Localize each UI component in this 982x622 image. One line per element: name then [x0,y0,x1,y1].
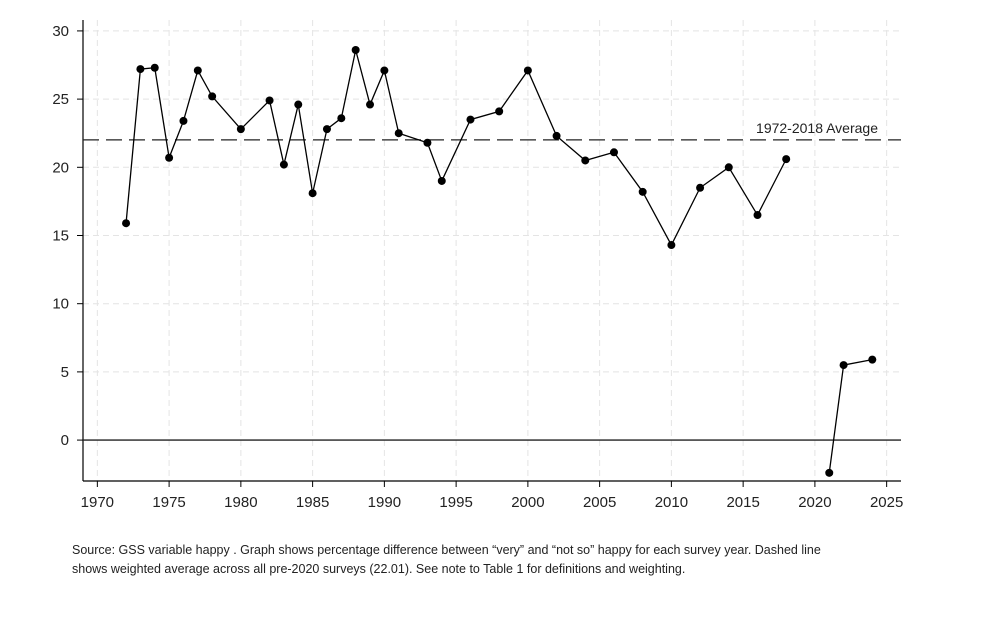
data-point [782,155,791,164]
tick-labels: 1970 1975 1980 1985 1990 1995 2000 2005 2010 2015… [52,23,903,511]
grid [83,20,901,481]
data-point [638,187,647,196]
y-tick-label: 20 [52,159,69,176]
data-point [394,129,403,138]
data-point [696,183,705,192]
data-point [279,160,288,169]
data-point [193,66,202,75]
data-point [265,96,274,105]
x-tick-label: 1995 [439,494,472,511]
data-point [208,92,217,101]
data-point [423,138,432,147]
data-point [523,66,532,75]
x-tick-label: 2010 [655,494,688,511]
data-point [667,241,676,250]
y-tick-label: 25 [52,91,69,108]
y-tick-label: 15 [52,227,69,244]
data-point [724,163,733,172]
data-point [165,153,174,162]
data-point [322,125,331,134]
line-chart: 1972-2018 Average 1970 1975 1980 1985 1990 19… [52,20,903,511]
data-point [337,114,346,123]
x-tick-label: 1990 [368,494,401,511]
data-point [308,189,317,198]
data-point [495,107,504,116]
data-point [437,176,446,185]
data-point [839,361,848,370]
data-point [136,65,145,74]
axes [82,20,901,482]
caption-line-2: shows weighted average across all pre-20… [72,562,686,576]
x-tick-label: 1980 [224,494,257,511]
data-point [825,468,834,477]
data-point [753,211,762,220]
data-point [179,116,188,125]
x-tick-label: 2020 [798,494,831,511]
data-point [366,100,375,109]
y-tick-label: 0 [61,432,69,449]
data-series [122,46,877,477]
average-line-label: 1972-2018 Average [756,120,878,136]
series-line [828,358,873,473]
x-tick-label: 2015 [726,494,759,511]
data-point [581,156,590,165]
data-point [868,355,877,364]
caption-line-1: Source: GSS variable happy . Graph shows… [72,543,821,557]
data-point [294,100,303,109]
data-point [466,115,475,124]
x-tick-label: 2025 [870,494,903,511]
data-point [236,125,245,134]
chart-caption: Source: GSS variable happy . Graph shows… [72,541,952,579]
y-tick-label: 10 [52,296,69,313]
x-tick-label: 1970 [81,494,114,511]
y-tick-label: 30 [52,23,69,40]
chart-container: 1972-2018 Average 1970 1975 1980 1985 1990 19… [52,20,903,511]
x-tick-label: 1985 [296,494,329,511]
series-line [125,49,787,247]
data-point [150,63,159,72]
y-tick-label: 5 [61,364,69,381]
data-point [122,219,131,228]
x-tick-label: 2000 [511,494,544,511]
data-point [351,46,360,55]
x-tick-label: 1975 [152,494,185,511]
reference-lines: 1972-2018 Average [83,120,901,441]
data-point [380,66,389,75]
data-point [609,148,618,157]
data-point [552,131,561,140]
x-tick-label: 2005 [583,494,616,511]
